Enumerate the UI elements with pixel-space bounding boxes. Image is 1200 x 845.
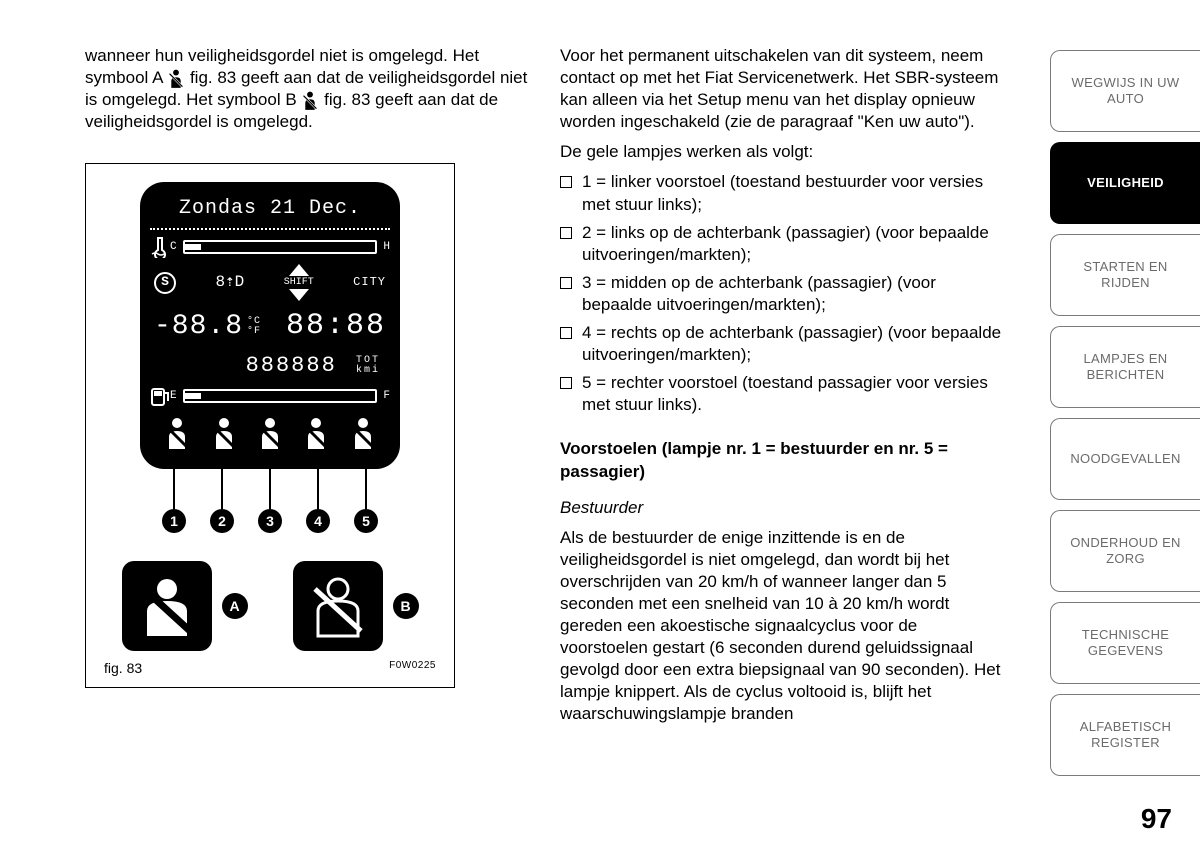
callout-4: 4 <box>306 509 330 533</box>
display-date: Zondas 21 Dec. <box>150 196 390 230</box>
callout-5: 5 <box>354 509 378 533</box>
tab-noodgevallen[interactable]: NOODGEVALLEN <box>1050 418 1200 500</box>
callout-1: 1 <box>162 509 186 533</box>
bullet-3: 3 = midden op de achterbank (passagier) … <box>560 272 1005 316</box>
figure-caption: fig. 83 <box>104 659 142 677</box>
coolant-hot-label: H <box>383 240 390 254</box>
seatbelt-icon-2 <box>210 417 238 451</box>
paragraph-1: Voor het permanent uitschakelen van dit … <box>560 45 1005 133</box>
fuel-empty-label: E <box>170 389 177 403</box>
page-number: 97 <box>1141 803 1172 835</box>
shift-up-icon <box>289 264 309 276</box>
shift-label: SHIFT <box>284 276 314 289</box>
dashboard-display: Zondas 21 Dec. C H S 8⇡D SHIFT CITY <box>140 182 400 469</box>
bullet-list: 1 = linker voorstoel (toestand bestuurde… <box>560 171 1005 416</box>
coolant-gauge-bar <box>183 240 378 254</box>
clock: 88:88 <box>286 307 386 346</box>
seatbelt-fastened-icon <box>301 91 319 111</box>
symbol-a-box <box>122 561 212 651</box>
tab-technische[interactable]: TECHNISCHE GEGEVENS <box>1050 602 1200 684</box>
fuel-full-label: F <box>383 389 390 403</box>
tab-lampjes[interactable]: LAMPJES EN BERICHTEN <box>1050 326 1200 408</box>
seatbelt-icon-5 <box>349 417 377 451</box>
tab-register[interactable]: ALFABETISCH REGISTER <box>1050 694 1200 776</box>
symbol-a-item: A <box>122 561 248 651</box>
fuel-gauge-row: E F <box>150 385 390 407</box>
seatbelt-icon-4 <box>302 417 330 451</box>
headlamp-icon: 8⇡D <box>215 272 244 293</box>
fuel-gauge-bar <box>183 389 378 403</box>
tab-starten[interactable]: STARTEN EN RIJDEN <box>1050 234 1200 316</box>
symbol-b-icon <box>303 571 373 641</box>
coolant-temp-icon <box>150 236 170 258</box>
tab-onderhoud[interactable]: ONDERHOUD EN ZORG <box>1050 510 1200 592</box>
coolant-cold-label: C <box>170 240 177 254</box>
coolant-gauge-row: C H <box>150 236 390 258</box>
bullet-2: 2 = links op de achterbank (passagier) (… <box>560 222 1005 266</box>
figure-83: Zondas 21 Dec. C H S 8⇡D SHIFT CITY <box>85 163 455 688</box>
figure-caption-row: fig. 83 F0W0225 <box>104 659 436 677</box>
label-b: B <box>393 593 419 619</box>
bullet-1: 1 = linker voorstoel (toestand bestuurde… <box>560 171 1005 215</box>
symbol-b-item: B <box>293 561 419 651</box>
fuel-pump-icon <box>150 385 170 407</box>
seatbelt-icons-row <box>150 417 390 451</box>
seatbelt-icon-3 <box>256 417 284 451</box>
temp-units: °C °F <box>247 317 261 337</box>
callout-2: 2 <box>210 509 234 533</box>
subheading-1: Voorstoelen (lampje nr. 1 = bestuurder e… <box>560 438 1005 482</box>
outside-temp: -88.8 °C °F <box>154 309 261 345</box>
bullet-5: 5 = rechter voorstoel (toestand passagie… <box>560 372 1005 416</box>
odometer: 888888 TOT kmi <box>150 352 390 381</box>
paragraph-2: De gele lampjes werken als volgt: <box>560 141 1005 163</box>
callout-numbers: 1 2 3 4 5 <box>140 509 400 533</box>
odo-unit: TOT kmi <box>356 356 380 376</box>
temp-clock-row: -88.8 °C °F 88:88 <box>150 307 390 346</box>
label-a: A <box>222 593 248 619</box>
tab-wegwijs[interactable]: WEGWIJS IN UW AUTO <box>1050 50 1200 132</box>
intro-paragraph: wanneer hun veiligheidsgordel niet is om… <box>85 45 530 133</box>
symbol-a-icon <box>132 571 202 641</box>
city-mode-label: CITY <box>353 275 386 291</box>
seatbelt-unfastened-icon <box>167 69 185 89</box>
shift-indicator: SHIFT <box>284 264 314 301</box>
tab-veiligheid[interactable]: VEILIGHEID <box>1050 142 1200 224</box>
bullet-4: 4 = rechts op de achterbank (passagier) … <box>560 322 1005 366</box>
right-column: Voor het permanent uitschakelen van dit … <box>560 45 1005 805</box>
shift-down-icon <box>289 289 309 301</box>
indicators-row: S 8⇡D SHIFT CITY <box>150 264 390 301</box>
left-column: wanneer hun veiligheidsgordel niet is om… <box>85 45 530 805</box>
symbol-b-box <box>293 561 383 651</box>
s-mode-icon: S <box>154 272 176 294</box>
paragraph-3: Als de bestuurder de enige inzittende is… <box>560 527 1005 726</box>
callout-3: 3 <box>258 509 282 533</box>
figure-code: F0W0225 <box>389 659 436 677</box>
sidebar-tabs: WEGWIJS IN UW AUTO VEILIGHEID STARTEN EN… <box>1050 50 1200 776</box>
leader-lines <box>140 469 400 509</box>
symbol-ab-row: A B <box>104 561 436 651</box>
page-content: wanneer hun veiligheidsgordel niet is om… <box>85 45 1005 805</box>
subheading-2: Bestuurder <box>560 497 1005 519</box>
seatbelt-icon-1 <box>163 417 191 451</box>
